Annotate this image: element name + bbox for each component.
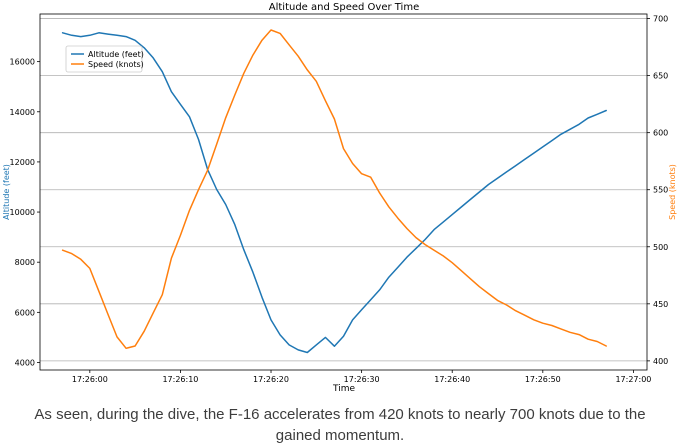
x-tick-label: 17:26:50 [525, 375, 561, 384]
right-y-tick-label: 550 [653, 186, 668, 195]
x-tick-label: 17:27:00 [615, 375, 651, 384]
x-tick-label: 17:26:30 [344, 375, 380, 384]
right-y-axis: 400 450 500 550 600 650 700 [647, 15, 668, 366]
chart-figure: 4000 6000 8000 10000 12000 14000 16000 400 450 5… [2, 2, 677, 394]
left-y-tick-label: 10000 [10, 208, 35, 217]
left-y-tick-label: 12000 [10, 158, 35, 167]
x-axis: 17:26:00 17:26:10 17:26:20 17:26:30 17:26:40… [72, 370, 651, 384]
altitude-series-line [61, 32, 607, 354]
left-y-axis-label: Altitude (feet) [2, 164, 11, 220]
left-y-tick-label: 4000 [15, 358, 35, 367]
dual-axis-line-chart: 4000 6000 8000 10000 12000 14000 16000 400 450 5… [2, 2, 677, 394]
x-tick-label: 17:26:40 [434, 375, 470, 384]
x-tick-label: 17:26:10 [162, 375, 198, 384]
legend: Altitude (feet) Speed (knots) [65, 45, 144, 73]
right-y-tick-label: 700 [653, 15, 668, 24]
left-y-tick-label: 16000 [10, 58, 35, 67]
chart-title: Altitude and Speed Over Time [269, 2, 419, 13]
x-axis-label: Time [332, 384, 355, 394]
figure-caption: As seen, during the dive, the F-16 accel… [34, 406, 646, 444]
grid-layer [40, 18, 647, 362]
right-y-tick-label: 600 [653, 129, 668, 138]
right-y-tick-label: 500 [653, 243, 668, 252]
plot-frame [39, 13, 648, 371]
legend-label-speed: Speed (knots) [88, 60, 144, 69]
x-tick-label: 17:26:20 [253, 375, 289, 384]
series-layer [61, 29, 607, 354]
right-y-axis-label: Speed (knots) [668, 164, 677, 220]
right-y-tick-label: 400 [653, 357, 668, 366]
left-y-axis: 4000 6000 8000 10000 12000 14000 16000 [10, 58, 40, 367]
x-tick-label: 17:26:00 [72, 375, 108, 384]
left-y-tick-label: 6000 [15, 308, 35, 317]
left-y-tick-label: 8000 [15, 258, 35, 267]
legend-box [65, 45, 143, 73]
right-y-tick-label: 450 [653, 300, 668, 309]
right-y-tick-label: 650 [653, 72, 668, 81]
left-y-tick-label: 14000 [10, 108, 35, 117]
speed-series-line [61, 29, 607, 350]
legend-label-altitude: Altitude (feet) [88, 50, 144, 59]
